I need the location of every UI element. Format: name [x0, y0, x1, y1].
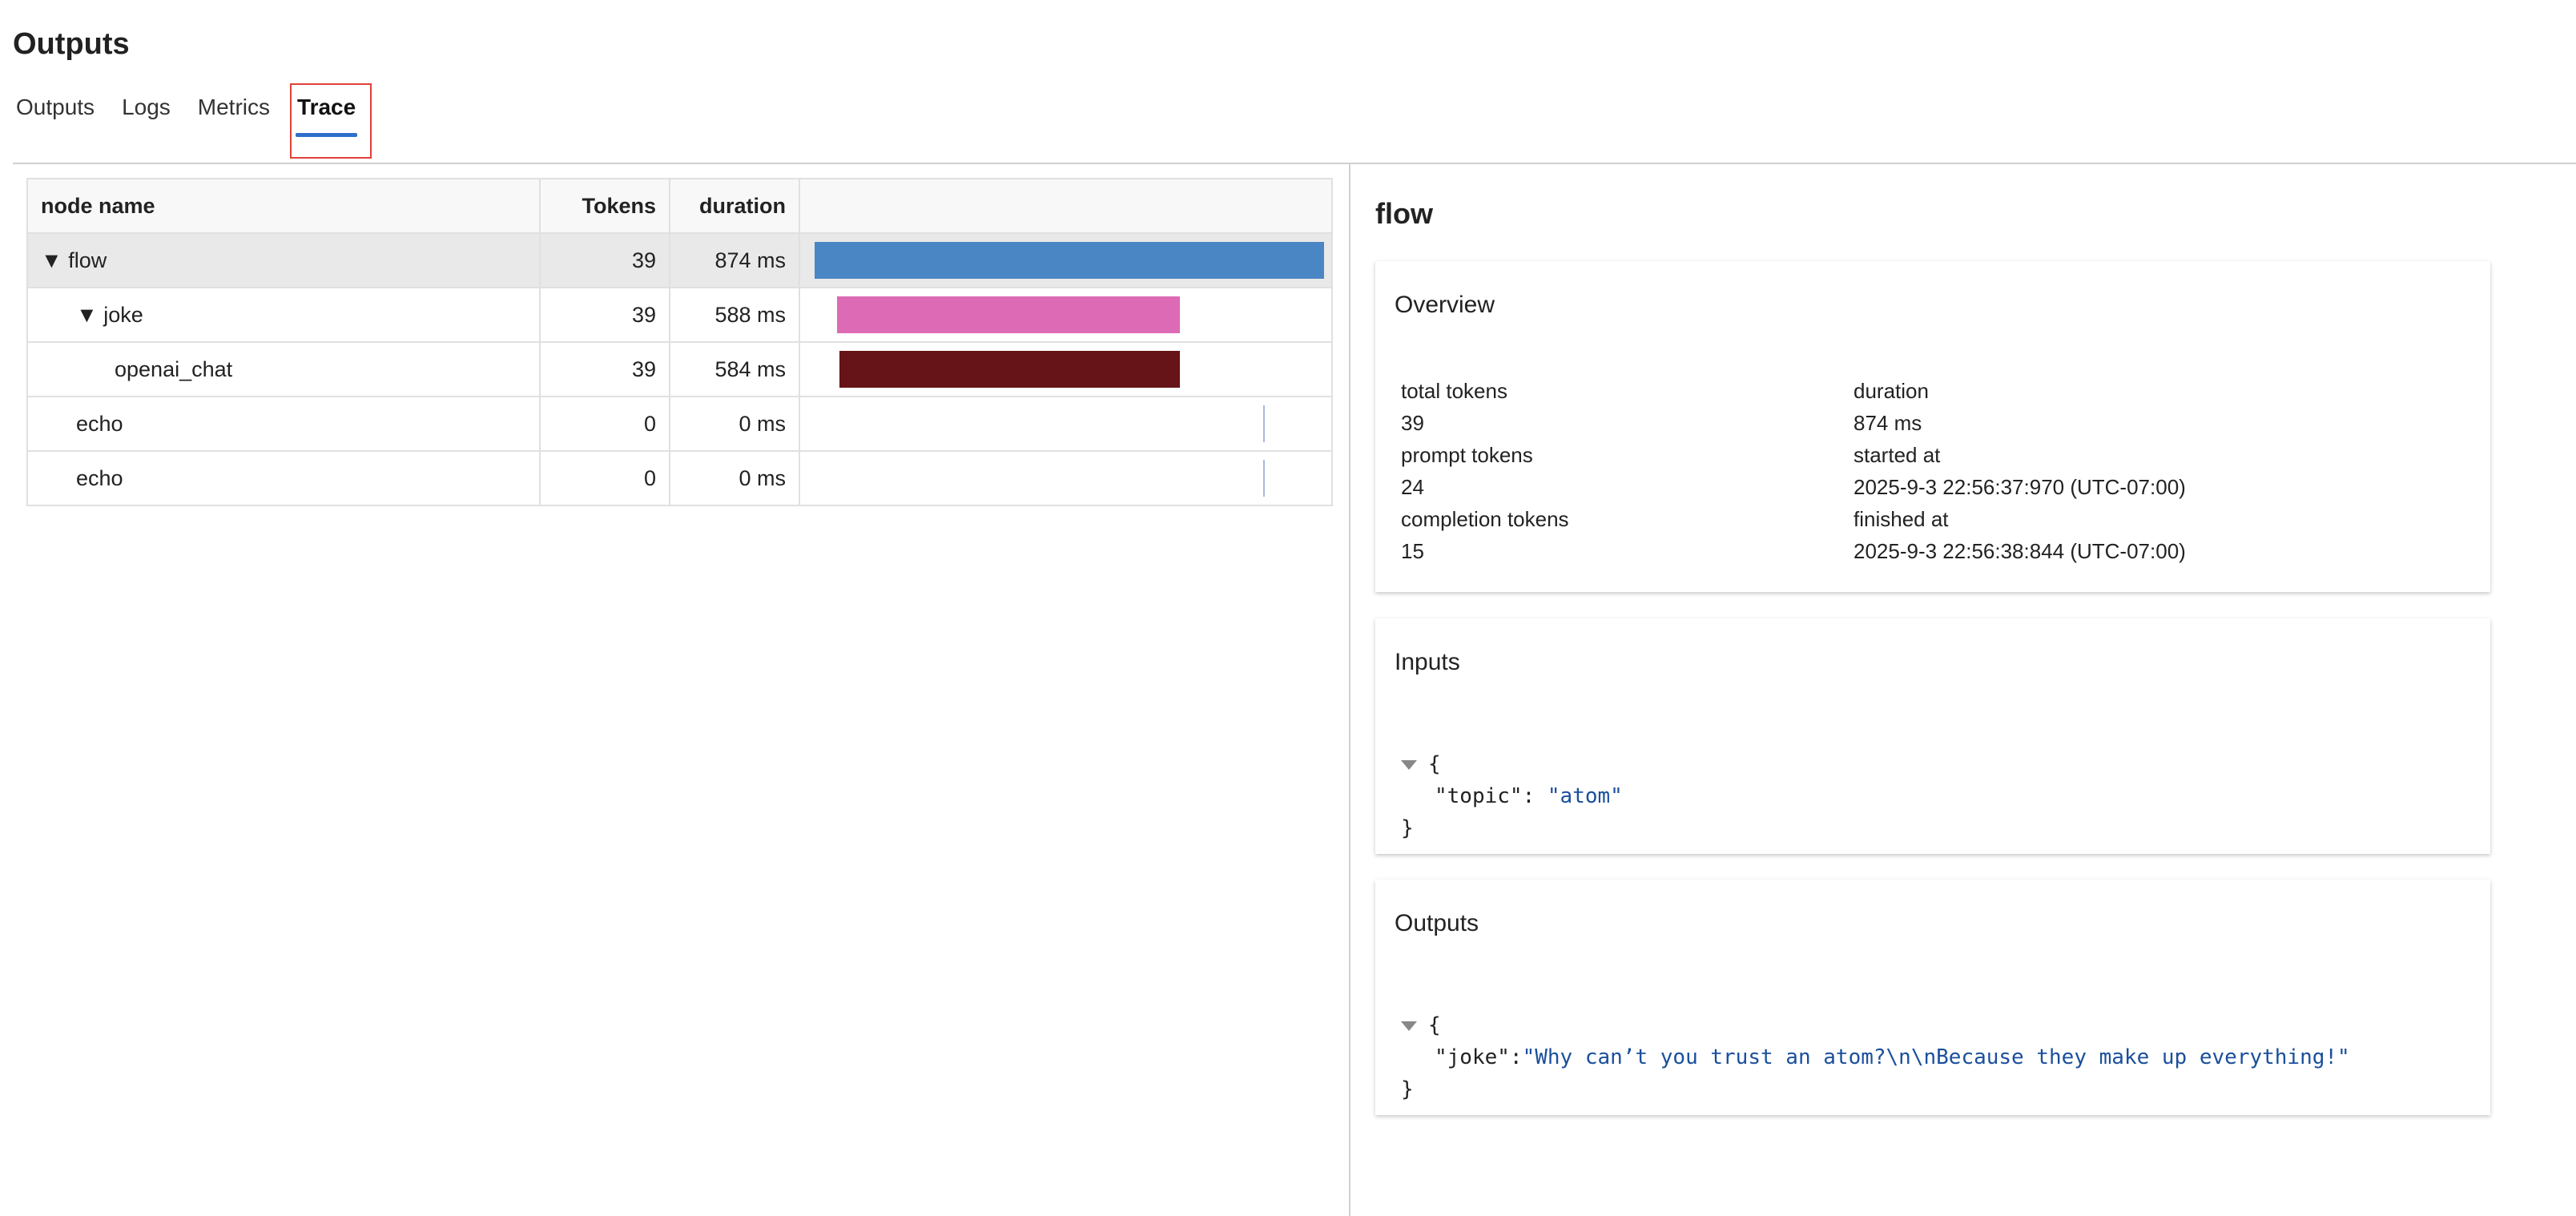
- duration-bar: [839, 351, 1180, 388]
- json-key: "topic":: [1435, 784, 1536, 808]
- json-key: "joke":: [1435, 1045, 1523, 1069]
- node-tokens: 39: [539, 341, 670, 397]
- node-tokens: 39: [539, 232, 670, 288]
- inputs-title: Inputs: [1395, 649, 1460, 675]
- node-tokens: 39: [539, 287, 670, 343]
- column-header-duration: duration: [669, 178, 800, 234]
- collapse-caret-icon[interactable]: [1401, 759, 1417, 770]
- overview-label: started at: [1854, 443, 1941, 467]
- detail-title: flow: [1375, 197, 1433, 230]
- overview-label: total tokens: [1401, 379, 1507, 403]
- page-title: Outputs: [13, 27, 130, 61]
- timeline-cell: [799, 396, 1333, 452]
- duration-bar: [815, 242, 1324, 279]
- outputs-json: { "joke":"Why can’t you trust an atom?\n…: [1401, 1009, 2350, 1105]
- overview-value: 874 ms: [1854, 411, 1922, 435]
- open-brace: {: [1428, 1013, 1441, 1037]
- node-name[interactable]: openai_chat: [26, 341, 541, 397]
- timeline-cell: [799, 287, 1333, 343]
- json-value: "atom": [1547, 784, 1623, 808]
- outputs-card: Outputs { "joke":"Why can’t you trust an…: [1375, 880, 2490, 1115]
- overview-label: prompt tokens: [1401, 443, 1533, 467]
- node-duration: 874 ms: [669, 232, 800, 288]
- tab-trace[interactable]: Trace: [296, 95, 358, 137]
- column-header-timeline: [799, 178, 1333, 234]
- table-row[interactable]: ▼ flow 39 874 ms: [26, 232, 1333, 288]
- node-tokens: 0: [539, 450, 670, 506]
- overview-value: 15: [1401, 539, 1424, 563]
- table-row[interactable]: ▼ joke 39 588 ms: [26, 287, 1333, 343]
- overview-grid: total tokens duration 39 874 ms prompt token…: [1401, 375, 2334, 567]
- overview-title: Overview: [1395, 292, 1495, 318]
- node-tokens: 0: [539, 396, 670, 452]
- close-brace: }: [1401, 816, 1414, 840]
- column-header-tokens: Tokens: [539, 178, 670, 234]
- node-duration: 0 ms: [669, 450, 800, 506]
- tab-metrics[interactable]: Metrics: [197, 95, 271, 119]
- column-header-node-name: node name: [26, 178, 541, 234]
- open-brace: {: [1428, 752, 1441, 776]
- outputs-title: Outputs: [1395, 910, 1479, 936]
- node-name[interactable]: ▼ flow: [26, 232, 541, 288]
- overview-value: 39: [1401, 411, 1424, 435]
- timeline-cell: [799, 341, 1333, 397]
- table-row[interactable]: openai_chat 39 584 ms: [26, 341, 1333, 397]
- overview-label: finished at: [1854, 507, 1949, 531]
- overview-value: 24: [1401, 475, 1424, 499]
- duration-bar: [1263, 405, 1266, 442]
- overview-card: Overview total tokens duration 39 874 ms pro…: [1375, 261, 2490, 592]
- close-brace: }: [1401, 1077, 1414, 1101]
- table-row[interactable]: echo 0 0 ms: [26, 450, 1333, 506]
- node-name[interactable]: ▼ joke: [26, 287, 541, 343]
- collapse-caret-icon[interactable]: [1401, 1021, 1417, 1031]
- timeline-cell: [799, 450, 1333, 506]
- node-name[interactable]: echo: [26, 450, 541, 506]
- tab-outputs[interactable]: Outputs: [16, 95, 95, 119]
- json-value: "Why can’t you trust an atom?\n\nBecause…: [1522, 1045, 2350, 1069]
- trace-table: node name Tokens duration ▼ flow 39 874 …: [26, 178, 1333, 506]
- panel-splitter[interactable]: [1349, 164, 1350, 1216]
- node-duration: 584 ms: [669, 341, 800, 397]
- node-duration: 0 ms: [669, 396, 800, 452]
- node-name[interactable]: echo: [26, 396, 541, 452]
- inputs-card: Inputs { "topic": "atom" }: [1375, 618, 2490, 854]
- tab-bar: Outputs Logs Metrics Trace: [16, 95, 383, 137]
- timeline-cell: [799, 232, 1333, 288]
- table-row[interactable]: echo 0 0 ms: [26, 396, 1333, 452]
- duration-bar: [1263, 460, 1266, 497]
- trace-tab-highlight: [290, 83, 372, 159]
- node-duration: 588 ms: [669, 287, 800, 343]
- duration-bar: [836, 296, 1180, 333]
- tab-logs[interactable]: Logs: [122, 95, 171, 119]
- overview-value: 2025-9-3 22:56:38:844 (UTC-07:00): [1854, 539, 2186, 563]
- inputs-json: { "topic": "atom" }: [1401, 748, 1623, 844]
- overview-label: completion tokens: [1401, 507, 1569, 531]
- divider: [13, 163, 2576, 164]
- overview-value: 2025-9-3 22:56:37:970 (UTC-07:00): [1854, 475, 2186, 499]
- overview-label: duration: [1854, 379, 1929, 403]
